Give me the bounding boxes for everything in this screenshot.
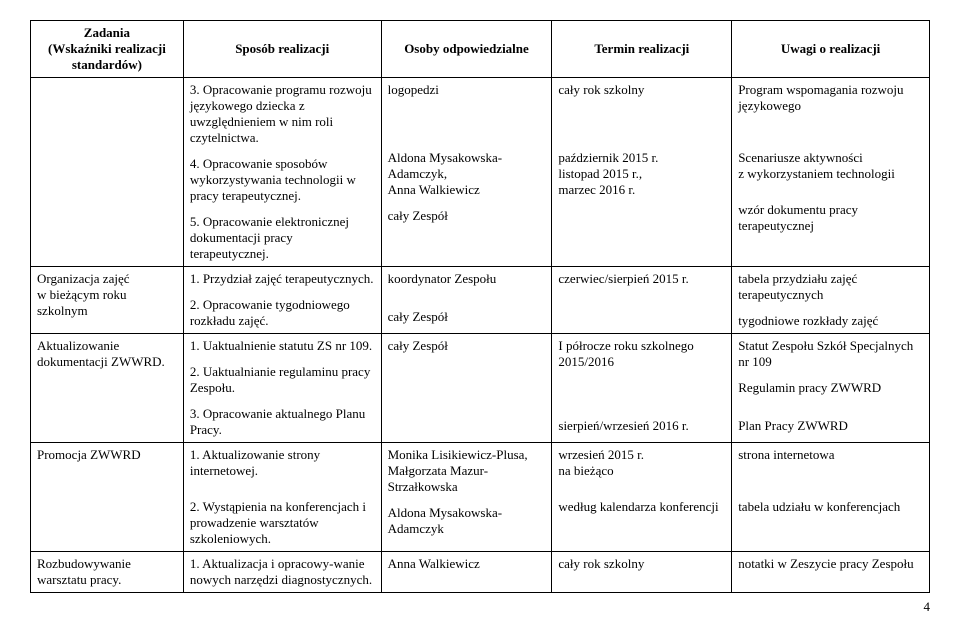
text: koordynator Zespołu [388, 271, 546, 309]
text: tygodniowe rozkłady zajęć [738, 313, 923, 329]
table-header-row: Zadania (Wskaźniki realizacji standardów… [31, 21, 930, 78]
cell-termin: czerwiec/sierpień 2015 r. [552, 267, 732, 334]
cell-osoby: logopedzi Aldona Mysakowska-Adamczyk, An… [381, 78, 552, 267]
text: I półrocze roku szkolnego 2015/2016 [558, 338, 725, 380]
cell-uwagi: Program wspomagania rozwoju językowego S… [732, 78, 930, 267]
text: 3. Opracowanie programu rozwoju językowe… [190, 82, 375, 156]
text: cały Zespół [388, 208, 546, 224]
text: notatki w Zeszycie pracy Zespołu [738, 556, 923, 572]
cell-sposob: 1. Uaktualnienie statutu ZS nr 109. 2. U… [183, 334, 381, 443]
text: czerwiec/sierpień 2015 r. [558, 271, 725, 309]
table-row: Aktualizowanie dokumentacji ZWWRD. 1. Ua… [31, 334, 930, 443]
text: 1. Aktualizowanie strony internetowej. [190, 447, 375, 499]
cell-uwagi: notatki w Zeszycie pracy Zespołu [732, 552, 930, 593]
text: cały rok szkolny [558, 82, 725, 150]
cell-osoby: Monika Lisikiewicz-Plusa, Małgorzata Maz… [381, 443, 552, 552]
text: 1. Aktualizacja i opracowy-wanie nowych … [190, 556, 375, 588]
text: cały rok szkolny [558, 556, 725, 572]
text: Scenariusze aktywności z wykorzystaniem … [738, 150, 923, 202]
cell-termin: I półrocze roku szkolnego 2015/2016 sier… [552, 334, 732, 443]
text: Aldona Mysakowska-Adamczyk [388, 505, 546, 537]
cell-osoby: Anna Walkiewicz [381, 552, 552, 593]
cell-termin: wrzesień 2015 r. na bieżąco według kalen… [552, 443, 732, 552]
text: wzór dokumentu pracy terapeutycznej [738, 202, 923, 234]
cell-sposob: 1. Aktualizacja i opracowy-wanie nowych … [183, 552, 381, 593]
cell-uwagi: strona internetowa tabela udziału w konf… [732, 443, 930, 552]
cell-zadania: Promocja ZWWRD [31, 443, 184, 552]
cell-uwagi: Statut Zespołu Szkół Specjalnych nr 109 … [732, 334, 930, 443]
text: 2. Uaktualnianie regulaminu pracy Zespoł… [190, 364, 375, 406]
text: tabela udziału w konferencjach [738, 499, 923, 515]
cell-sposob: 3. Opracowanie programu rozwoju językowe… [183, 78, 381, 267]
text [388, 376, 546, 414]
text: sierpień/wrzesień 2016 r. [558, 418, 725, 434]
text: Anna Walkiewicz [388, 556, 546, 572]
text: 2. Wystąpienia na konferencjach i prowad… [190, 499, 375, 547]
text: 2. Opracowanie tygodniowego rozkładu zaj… [190, 297, 375, 329]
header-termin: Termin realizacji [552, 21, 732, 78]
table-row: Promocja ZWWRD 1. Aktualizowanie strony … [31, 443, 930, 552]
text: tabela przydziału zajęć terapeutycznych [738, 271, 923, 313]
text: 3. Opracowanie aktualnego Planu Pracy. [190, 406, 375, 438]
text: Monika Lisikiewicz-Plusa, Małgorzata Maz… [388, 447, 546, 505]
text: Plan Pracy ZWWRD [738, 418, 923, 434]
text: październik 2015 r. listopad 2015 r., ma… [558, 150, 725, 208]
text: 1. Przydział zajęć terapeutycznych. [190, 271, 375, 297]
cell-termin: cały rok szkolny [552, 552, 732, 593]
cell-termin: cały rok szkolny październik 2015 r. lis… [552, 78, 732, 267]
cell-zadania: Rozbudowywanie warsztatu pracy. [31, 552, 184, 593]
table-row: Organizacja zajęć w bieżącym roku szkoln… [31, 267, 930, 334]
text: Statut Zespołu Szkół Specjalnych nr 109 [738, 338, 923, 380]
text: 1. Uaktualnienie statutu ZS nr 109. [190, 338, 375, 364]
cell-uwagi: tabela przydziału zajęć terapeutycznych … [732, 267, 930, 334]
text: Program wspomagania rozwoju językowego [738, 82, 923, 150]
cell-zadania: Organizacja zajęć w bieżącym roku szkoln… [31, 267, 184, 334]
table-row: 3. Opracowanie programu rozwoju językowe… [31, 78, 930, 267]
text: 5. Opracowanie elektronicznej dokumentac… [190, 214, 375, 262]
text: według kalendarza konferencji [558, 499, 725, 515]
text: 4. Opracowanie sposobów wykorzystywania … [190, 156, 375, 214]
text: cały Zespół [388, 338, 546, 376]
text: Regulamin pracy ZWWRD [738, 380, 923, 418]
text [558, 380, 725, 418]
cell-sposob: 1. Przydział zajęć terapeutycznych. 2. O… [183, 267, 381, 334]
table-row: Rozbudowywanie warsztatu pracy. 1. Aktua… [31, 552, 930, 593]
header-osoby: Osoby odpowiedzialne [381, 21, 552, 78]
header-uwagi: Uwagi o realizacji [732, 21, 930, 78]
text: logopedzi [388, 82, 546, 150]
cell-zadania [31, 78, 184, 267]
text: Aldona Mysakowska-Adamczyk, Anna Walkiew… [388, 150, 546, 208]
header-zadania: Zadania (Wskaźniki realizacji standardów… [31, 21, 184, 78]
text: strona internetowa [738, 447, 923, 499]
cell-osoby: koordynator Zespołu cały Zespół [381, 267, 552, 334]
cell-zadania: Aktualizowanie dokumentacji ZWWRD. [31, 334, 184, 443]
cell-sposob: 1. Aktualizowanie strony internetowej. 2… [183, 443, 381, 552]
text: wrzesień 2015 r. na bieżąco [558, 447, 725, 499]
cell-osoby: cały Zespół [381, 334, 552, 443]
standards-table: Zadania (Wskaźniki realizacji standardów… [30, 20, 930, 593]
text: cały Zespół [388, 309, 546, 325]
page-number: 4 [30, 599, 930, 615]
header-sposob: Sposób realizacji [183, 21, 381, 78]
